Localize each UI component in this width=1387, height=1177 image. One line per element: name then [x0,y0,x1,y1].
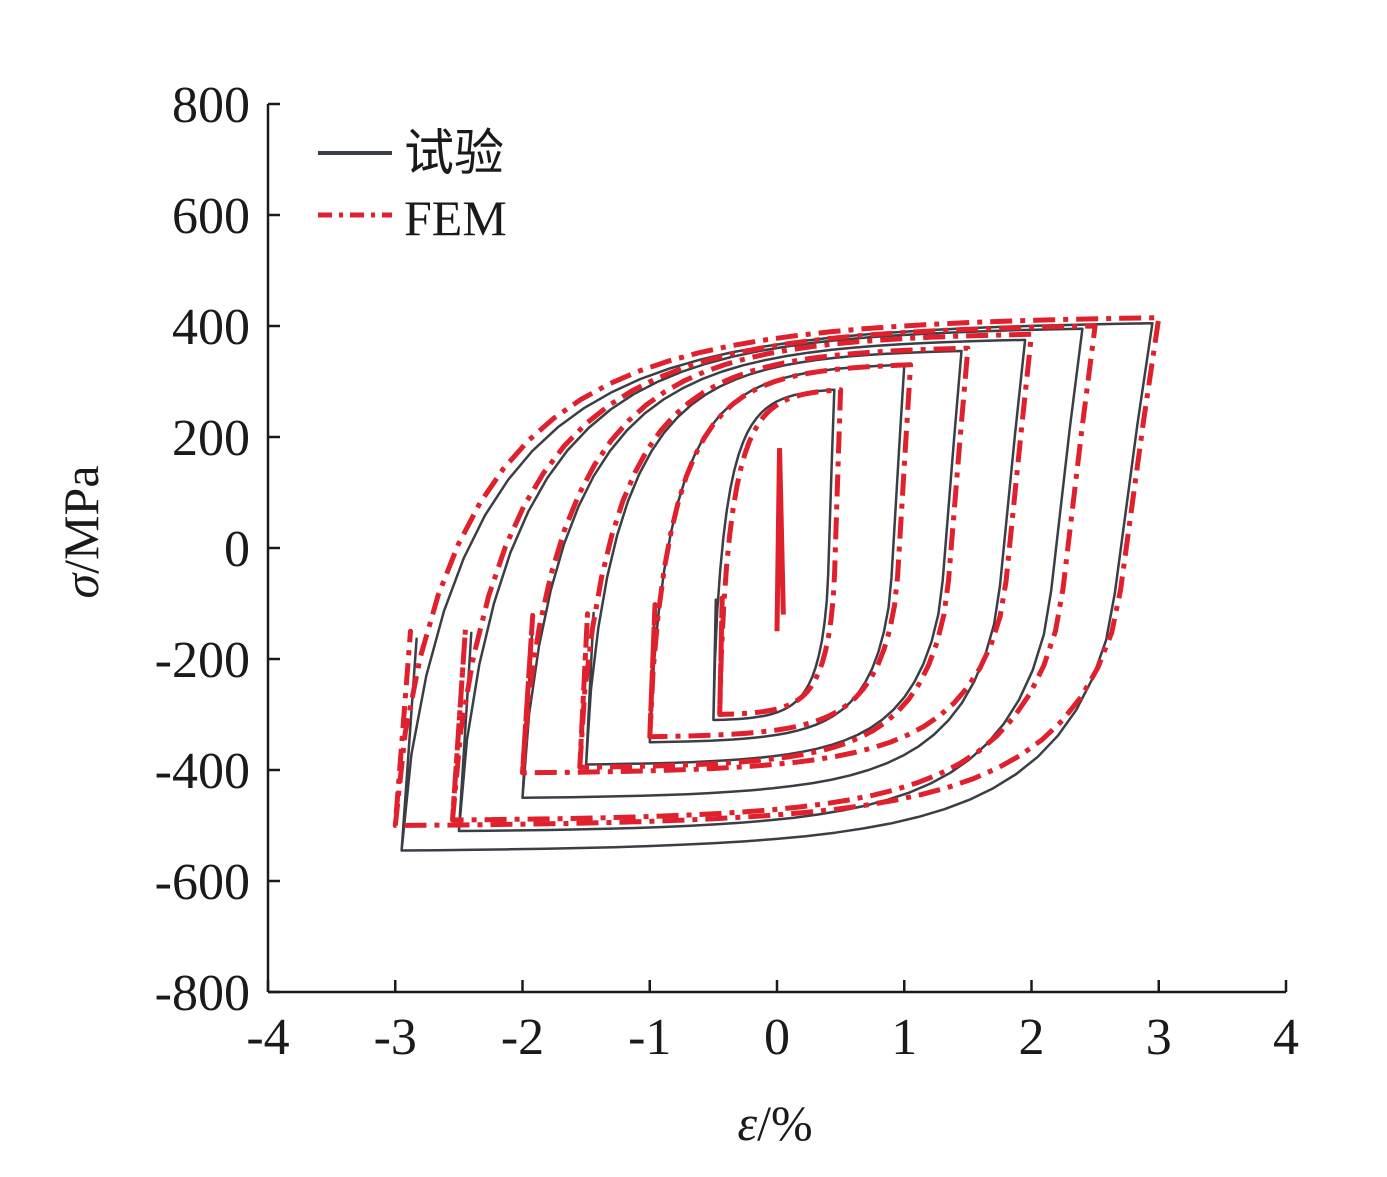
hysteresis-loop [520,331,1034,776]
legend: 试验 FEM [318,125,507,246]
series-fem [392,315,1162,828]
x-tick-label: -3 [374,1009,417,1066]
hysteresis-loop [717,387,844,717]
y-tick-label: -600 [155,854,250,911]
hysteresis-loop [712,388,836,722]
x-tick-label: 4 [1273,1009,1299,1066]
hysteresis-loop [457,327,1084,833]
hysteresis-loop [400,321,1154,852]
y-tick-label: 0 [224,521,250,578]
initial-elastic-line [774,448,786,632]
x-tick-label: 1 [891,1009,917,1066]
y-tick-label: 200 [172,410,250,467]
hysteresis-loop [450,323,1098,823]
series-test [400,321,1154,852]
x-tick-label: -1 [628,1009,671,1066]
x-tick-label: 3 [1146,1009,1172,1066]
hysteresis-loop [647,362,914,740]
y-tick-label: 600 [172,188,250,245]
curves [392,315,1162,852]
x-tick-label: 2 [1019,1009,1045,1066]
x-tick-label: -2 [501,1009,544,1066]
y-tick-label: 400 [172,299,250,356]
y-tick-label: 800 [172,77,250,134]
x-tick-label: 0 [764,1009,790,1066]
legend-label-test: 试验 [404,125,504,181]
x-tick-label: -4 [246,1009,289,1066]
x-axis-title: ε/% [737,1095,812,1151]
y-axis-title: σ/MPa [53,465,109,598]
hysteresis-loop [392,315,1162,828]
y-tick-label: -400 [155,743,250,800]
hysteresis-loop [577,345,971,770]
legend-label-fem: FEM [404,190,507,246]
hysteresis-loop [521,338,1027,800]
hysteresis-loop [584,349,963,766]
ticks: -4 -3 -2 -1 0 1 2 3 4 -800 -600 -400 -200 0 200 400 600 8… [155,77,1299,1066]
y-tick-label: -800 [155,965,250,1022]
y-tick-label: -200 [155,632,250,689]
hysteresis-loop [648,363,906,744]
